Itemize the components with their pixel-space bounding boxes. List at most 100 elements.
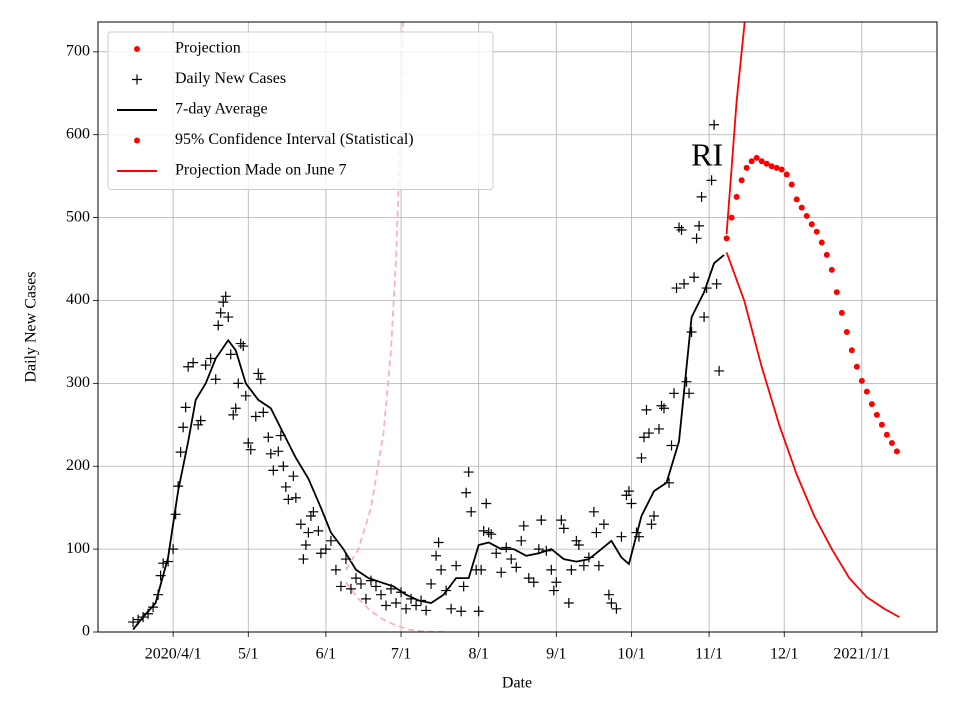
data-point: [223, 312, 234, 323]
data-point: [466, 506, 477, 517]
data-point: [646, 519, 657, 530]
data-point: [768, 163, 775, 170]
y-tick-label: 700: [66, 43, 90, 60]
data-point: [188, 357, 199, 368]
data-point: [478, 525, 489, 536]
y-tick-label: 200: [66, 457, 90, 474]
data-point: [355, 578, 366, 589]
data-point: [193, 419, 204, 430]
data-point: [689, 272, 700, 283]
x-axis-label: Date: [502, 675, 532, 692]
data-point: [654, 423, 665, 434]
data-point: [370, 581, 381, 592]
data-point: [888, 440, 895, 447]
data-point: [298, 554, 309, 565]
series-line: [132, 254, 725, 631]
legend-label: 7-day Average: [175, 101, 268, 118]
data-point: [195, 415, 206, 426]
data-point: [295, 519, 306, 530]
data-point: [180, 402, 191, 413]
data-point: [213, 320, 224, 331]
data-point: [833, 289, 840, 296]
data-point: [253, 368, 264, 379]
legend-label: 95% Confidence Interval (Statistical): [175, 131, 414, 148]
data-point: [803, 212, 810, 219]
data-point: [611, 603, 622, 614]
data-point: [228, 409, 239, 420]
data-point: [458, 581, 469, 592]
data-point: [848, 347, 855, 354]
data-point: [691, 233, 702, 244]
data-point: [516, 535, 527, 546]
data-point: [511, 562, 522, 573]
plot-area: [128, 22, 900, 632]
data-point: [616, 531, 627, 542]
data-point: [621, 490, 632, 501]
data-point: [743, 164, 750, 171]
data-point: [230, 403, 241, 414]
data-point: [696, 191, 707, 202]
data-point: [300, 539, 311, 550]
data-point: [588, 506, 599, 517]
data-point: [210, 374, 221, 385]
data-point: [218, 297, 229, 308]
legend-label: Projection Made on June 7: [175, 162, 347, 179]
x-tick-label: 6/1: [316, 646, 336, 663]
x-tick-label: 10/1: [617, 646, 645, 663]
data-point: [421, 605, 432, 616]
data-point: [308, 506, 319, 517]
data-point: [360, 593, 371, 604]
data-point: [220, 291, 231, 302]
data-point: [798, 204, 805, 211]
data-point: [843, 328, 850, 335]
x-tick-label: 2021/1/1: [833, 646, 890, 663]
data-point: [858, 377, 865, 384]
data-point: [828, 266, 835, 273]
data-point: [461, 487, 472, 498]
data-point: [878, 421, 885, 428]
data-point: [563, 597, 574, 608]
data-point: [551, 577, 562, 588]
legend-label: Projection: [175, 40, 241, 57]
data-point: [546, 564, 557, 575]
data-point: [773, 164, 780, 171]
data-point: [401, 603, 412, 614]
data-point: [606, 597, 617, 608]
data-point: [648, 510, 659, 521]
data-point: [699, 312, 710, 323]
data-point: [456, 606, 467, 617]
data-point: [178, 422, 189, 433]
data-point: [598, 519, 609, 530]
data-point: [694, 220, 705, 231]
data-point: [823, 251, 830, 258]
data-point: [335, 581, 346, 592]
data-point: [853, 363, 860, 370]
data-point: [273, 446, 284, 457]
data-point: [714, 365, 725, 376]
data-point: [706, 175, 717, 186]
data-point: [528, 577, 539, 588]
data-point: [235, 338, 246, 349]
y-tick-label: 400: [66, 291, 90, 308]
data-point: [280, 481, 291, 492]
data-point: [723, 235, 730, 242]
data-point: [679, 278, 690, 289]
data-point: [128, 617, 139, 628]
data-point: [255, 374, 266, 385]
x-tick-label: 8/1: [468, 646, 488, 663]
data-point: [669, 388, 680, 399]
data-point: [446, 603, 457, 614]
data-point: [636, 452, 647, 463]
data-point: [643, 428, 654, 439]
data-point: [808, 221, 815, 228]
x-tick-label: 12/1: [770, 646, 798, 663]
data-point: [491, 548, 502, 559]
data-point: [656, 400, 667, 411]
data-point: [481, 498, 492, 509]
data-point: [476, 564, 487, 575]
data-point: [523, 573, 534, 584]
data-point: [573, 539, 584, 550]
data-point: [893, 448, 900, 455]
y-tick-label: 500: [66, 208, 90, 225]
data-point: [686, 326, 697, 337]
